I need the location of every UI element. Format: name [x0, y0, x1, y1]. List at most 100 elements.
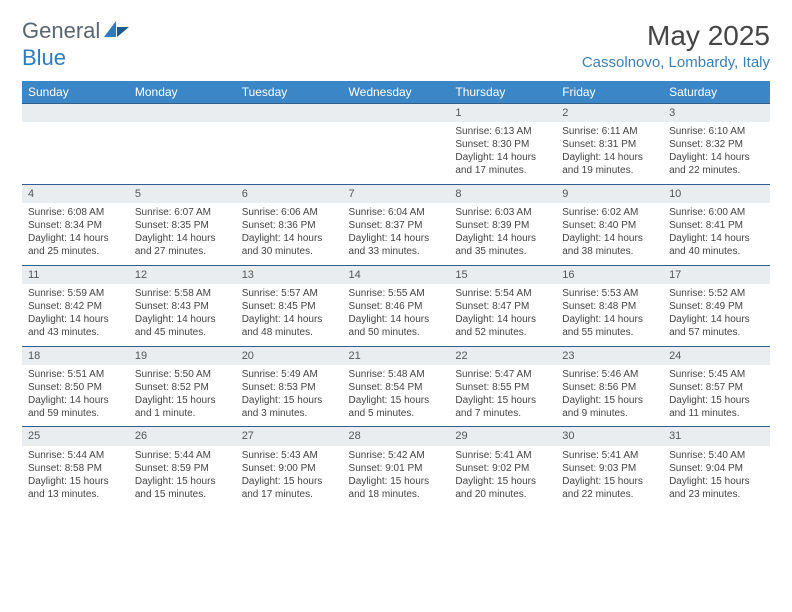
daylight-text-2: and 3 minutes. — [242, 407, 337, 420]
daylight-text-1: Daylight: 14 hours — [562, 313, 657, 326]
daylight-text-1: Daylight: 14 hours — [135, 313, 230, 326]
day-number-cell: 5 — [129, 184, 236, 203]
sunrise-text: Sunrise: 5:55 AM — [349, 287, 444, 300]
day-number-cell: 14 — [343, 265, 450, 284]
daylight-text-2: and 55 minutes. — [562, 326, 657, 339]
daylight-text-2: and 17 minutes. — [455, 164, 550, 177]
daylight-text-1: Daylight: 14 hours — [562, 232, 657, 245]
day-data-cell: Sunrise: 5:47 AMSunset: 8:55 PMDaylight:… — [449, 365, 556, 427]
sunset-text: Sunset: 8:30 PM — [455, 138, 550, 151]
daylight-text-1: Daylight: 14 hours — [669, 313, 764, 326]
daylight-text-2: and 1 minute. — [135, 407, 230, 420]
weekday-header: Thursday — [449, 81, 556, 104]
day-data-cell — [343, 122, 450, 184]
daylight-text-1: Daylight: 14 hours — [349, 313, 444, 326]
daylight-text-1: Daylight: 14 hours — [669, 151, 764, 164]
daylight-text-2: and 20 minutes. — [455, 488, 550, 501]
sunrise-text: Sunrise: 5:58 AM — [135, 287, 230, 300]
day-data-cell: Sunrise: 5:41 AMSunset: 9:03 PMDaylight:… — [556, 446, 663, 508]
sunset-text: Sunset: 8:58 PM — [28, 462, 123, 475]
daylight-text-2: and 22 minutes. — [562, 488, 657, 501]
daylight-text-2: and 22 minutes. — [669, 164, 764, 177]
logo-text-blue: Blue — [22, 45, 66, 70]
sunset-text: Sunset: 9:01 PM — [349, 462, 444, 475]
sunrise-text: Sunrise: 5:48 AM — [349, 368, 444, 381]
sunrise-text: Sunrise: 6:06 AM — [242, 206, 337, 219]
daylight-text-2: and 57 minutes. — [669, 326, 764, 339]
day-data-cell: Sunrise: 5:53 AMSunset: 8:48 PMDaylight:… — [556, 284, 663, 346]
weekday-header: Saturday — [663, 81, 770, 104]
sunset-text: Sunset: 8:42 PM — [28, 300, 123, 313]
day-number-cell: 13 — [236, 265, 343, 284]
sunset-text: Sunset: 8:54 PM — [349, 381, 444, 394]
sunrise-text: Sunrise: 5:49 AM — [242, 368, 337, 381]
daylight-text-2: and 50 minutes. — [349, 326, 444, 339]
sunset-text: Sunset: 8:55 PM — [455, 381, 550, 394]
daylight-text-2: and 9 minutes. — [562, 407, 657, 420]
day-data-cell: Sunrise: 5:46 AMSunset: 8:56 PMDaylight:… — [556, 365, 663, 427]
sunrise-text: Sunrise: 5:51 AM — [28, 368, 123, 381]
day-number-cell: 28 — [343, 427, 450, 446]
day-data-cell: Sunrise: 6:06 AMSunset: 8:36 PMDaylight:… — [236, 203, 343, 265]
day-number-cell: 8 — [449, 184, 556, 203]
day-data-cell: Sunrise: 6:11 AMSunset: 8:31 PMDaylight:… — [556, 122, 663, 184]
sunrise-text: Sunrise: 5:41 AM — [455, 449, 550, 462]
sunrise-text: Sunrise: 5:45 AM — [669, 368, 764, 381]
sunset-text: Sunset: 8:56 PM — [562, 381, 657, 394]
sunrise-text: Sunrise: 5:46 AM — [562, 368, 657, 381]
sunset-text: Sunset: 9:03 PM — [562, 462, 657, 475]
day-data-row: Sunrise: 5:51 AMSunset: 8:50 PMDaylight:… — [22, 365, 770, 427]
daylight-text-2: and 33 minutes. — [349, 245, 444, 258]
logo-text-general: General — [22, 18, 100, 43]
day-data-cell: Sunrise: 5:43 AMSunset: 9:00 PMDaylight:… — [236, 446, 343, 508]
day-data-cell: Sunrise: 5:44 AMSunset: 8:59 PMDaylight:… — [129, 446, 236, 508]
daylight-text-1: Daylight: 14 hours — [135, 232, 230, 245]
day-number-cell: 19 — [129, 346, 236, 365]
daylight-text-1: Daylight: 14 hours — [455, 232, 550, 245]
sunrise-text: Sunrise: 5:40 AM — [669, 449, 764, 462]
day-number-cell — [343, 104, 450, 123]
day-data-cell — [22, 122, 129, 184]
daylight-text-1: Daylight: 15 hours — [349, 394, 444, 407]
weekday-header: Tuesday — [236, 81, 343, 104]
daylight-text-1: Daylight: 15 hours — [28, 475, 123, 488]
day-data-row: Sunrise: 6:08 AMSunset: 8:34 PMDaylight:… — [22, 203, 770, 265]
day-number-cell — [129, 104, 236, 123]
day-number-cell: 27 — [236, 427, 343, 446]
sunrise-text: Sunrise: 6:07 AM — [135, 206, 230, 219]
day-number-cell: 15 — [449, 265, 556, 284]
day-number-cell: 22 — [449, 346, 556, 365]
day-data-cell: Sunrise: 5:59 AMSunset: 8:42 PMDaylight:… — [22, 284, 129, 346]
logo: GeneralBlue — [22, 18, 130, 71]
daylight-text-2: and 23 minutes. — [669, 488, 764, 501]
sunset-text: Sunset: 8:48 PM — [562, 300, 657, 313]
daylight-text-1: Daylight: 14 hours — [455, 151, 550, 164]
daylight-text-1: Daylight: 15 hours — [455, 394, 550, 407]
daylight-text-1: Daylight: 15 hours — [242, 475, 337, 488]
weekday-header-row: SundayMondayTuesdayWednesdayThursdayFrid… — [22, 81, 770, 104]
sunrise-text: Sunrise: 5:57 AM — [242, 287, 337, 300]
daylight-text-1: Daylight: 15 hours — [135, 394, 230, 407]
daylight-text-1: Daylight: 14 hours — [349, 232, 444, 245]
sunset-text: Sunset: 8:46 PM — [349, 300, 444, 313]
day-number-cell: 3 — [663, 104, 770, 123]
sunrise-text: Sunrise: 5:53 AM — [562, 287, 657, 300]
sunrise-text: Sunrise: 6:03 AM — [455, 206, 550, 219]
daylight-text-2: and 45 minutes. — [135, 326, 230, 339]
sunset-text: Sunset: 9:00 PM — [242, 462, 337, 475]
daylight-text-2: and 18 minutes. — [349, 488, 444, 501]
sunrise-text: Sunrise: 5:41 AM — [562, 449, 657, 462]
daylight-text-1: Daylight: 15 hours — [669, 394, 764, 407]
day-number-cell: 29 — [449, 427, 556, 446]
day-data-row: Sunrise: 5:59 AMSunset: 8:42 PMDaylight:… — [22, 284, 770, 346]
daylight-text-2: and 13 minutes. — [28, 488, 123, 501]
day-data-cell: Sunrise: 6:13 AMSunset: 8:30 PMDaylight:… — [449, 122, 556, 184]
sunrise-text: Sunrise: 6:04 AM — [349, 206, 444, 219]
day-data-row: Sunrise: 6:13 AMSunset: 8:30 PMDaylight:… — [22, 122, 770, 184]
day-data-cell: Sunrise: 5:45 AMSunset: 8:57 PMDaylight:… — [663, 365, 770, 427]
sunset-text: Sunset: 8:59 PM — [135, 462, 230, 475]
sunset-text: Sunset: 8:49 PM — [669, 300, 764, 313]
daylight-text-2: and 5 minutes. — [349, 407, 444, 420]
sunrise-text: Sunrise: 5:52 AM — [669, 287, 764, 300]
day-number-cell: 16 — [556, 265, 663, 284]
